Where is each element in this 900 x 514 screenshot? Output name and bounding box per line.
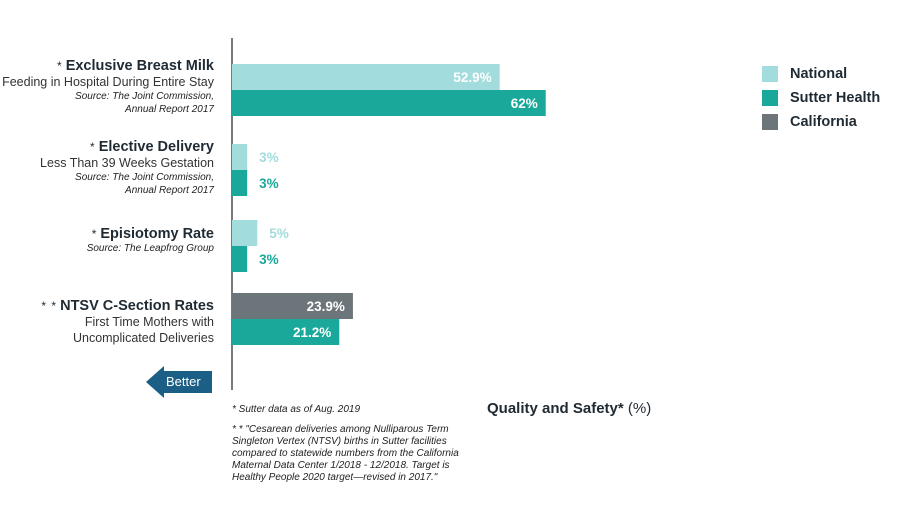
better-label: Better — [166, 374, 201, 389]
data-label-ntsv-c-section-rates-sutter-health: 21.2% — [293, 325, 331, 340]
category-asterisk: * * — [41, 299, 58, 313]
category-title: * Episiotomy Rate — [87, 226, 214, 242]
category-asterisk: * — [57, 59, 63, 73]
data-label-ntsv-c-section-rates-california: 23.9% — [307, 299, 345, 314]
bar-episiotomy-rate-sutter-health — [232, 246, 248, 272]
category-subtitle: Uncomplicated Deliveries — [72, 331, 214, 345]
axis-title-text: Quality and Safety* — [487, 400, 624, 417]
category-source: Source: The Joint Commission, — [75, 91, 214, 102]
legend-label-sutter-health: Sutter Health — [790, 90, 881, 106]
category-title-text: Exclusive Breast Milk — [65, 58, 214, 74]
bar-exclusive-breast-milk-sutter-health — [232, 90, 546, 116]
axis-title-unit: (%) — [627, 400, 652, 417]
category-title: * * NTSV C-Section Rates — [41, 298, 214, 314]
data-label-exclusive-breast-milk-sutter-health: 62% — [511, 96, 538, 111]
footnotes: * Sutter data as of Aug. 2019 * * "Cesar… — [232, 404, 477, 492]
category-source: Source: The Leapfrog Group — [86, 243, 214, 254]
legend: National Sutter Health California — [762, 62, 880, 134]
category-label-elective-delivery: * Elective Delivery Less Than 39 Weeks Ges… — [40, 139, 214, 197]
axis-title: Quality and Safety* (%) — [487, 400, 651, 417]
bar-elective-delivery-sutter-health — [232, 170, 248, 196]
legend-label-national: National — [790, 66, 848, 82]
data-label-elective-delivery-national: 3% — [259, 150, 279, 165]
category-label-exclusive-breast-milk: * Exclusive Breast Milk Feeding in Hospita… — [2, 58, 214, 116]
legend-item-sutter-health: Sutter Health — [762, 86, 880, 110]
category-title: * Exclusive Breast Milk — [2, 58, 214, 74]
category-subtitle: Feeding in Hospital During Entire Stay — [2, 75, 214, 89]
category-asterisk: * — [90, 140, 96, 154]
legend-swatch-california — [762, 114, 778, 130]
category-subtitle: Less Than 39 Weeks Gestation — [40, 156, 214, 170]
category-label-ntsv-c-section-rates: * * NTSV C-Section Rates First Time Mother… — [41, 298, 214, 346]
bar-elective-delivery-national — [232, 144, 248, 170]
legend-swatch-sutter-health — [762, 90, 778, 106]
bar-ntsv-c-section-rates-california — [232, 293, 353, 319]
footnote-1: * Sutter data as of Aug. 2019 — [232, 404, 361, 415]
legend-item-california: California — [762, 110, 880, 134]
category-title: * Elective Delivery — [40, 139, 214, 155]
data-label-exclusive-breast-milk-national: 52.9% — [453, 70, 491, 85]
data-label-elective-delivery-sutter-health: 3% — [259, 176, 279, 191]
category-source: Annual Report 2017 — [125, 185, 214, 196]
footnote-2: * * "Cesarean deliveries among Nulliparo… — [232, 424, 459, 483]
bar-episiotomy-rate-national — [232, 220, 258, 246]
legend-label-california: California — [790, 114, 857, 130]
category-subtitle: First Time Mothers with — [84, 315, 214, 329]
legend-swatch-national — [762, 66, 778, 82]
data-label-episiotomy-rate-sutter-health: 3% — [259, 252, 279, 267]
category-label-episiotomy-rate: * Episiotomy Rate Source: The Leapfrog Gro… — [87, 226, 214, 255]
bar-exclusive-breast-milk-national — [232, 64, 500, 90]
category-source: Annual Report 2017 — [125, 104, 214, 115]
category-title-text: NTSV C-Section Rates — [60, 298, 214, 314]
category-asterisk: * — [91, 227, 98, 241]
category-source: Source: The Joint Commission, — [75, 172, 214, 183]
data-label-episiotomy-rate-national: 5% — [269, 226, 289, 241]
better-arrow-icon — [146, 366, 212, 398]
legend-item-national: National — [762, 62, 880, 86]
category-title-text: Episiotomy Rate — [100, 226, 214, 242]
bar-ntsv-c-section-rates-sutter-health — [232, 319, 340, 345]
category-title-text: Elective Delivery — [98, 139, 214, 155]
